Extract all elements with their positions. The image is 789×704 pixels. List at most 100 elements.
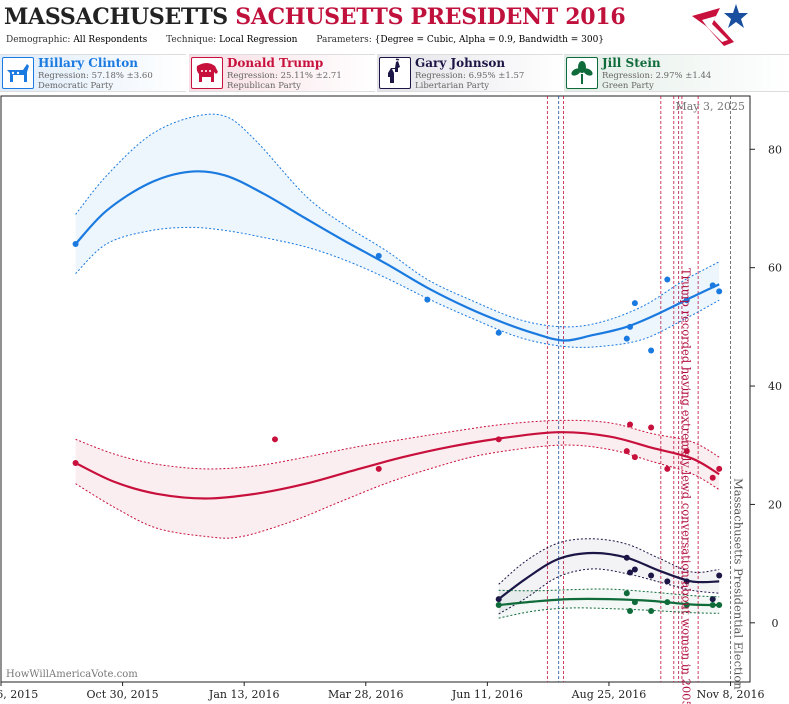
candidate-regression: Regression: 25.11% ±2.71	[227, 71, 342, 81]
poll-point	[375, 465, 382, 472]
page-title: MASSACHUSETTS SACHUSETTS PRESIDENT 2016	[4, 4, 626, 30]
poll-point	[631, 300, 638, 307]
upper-bound-line	[498, 538, 720, 585]
parameters: Parameters: {Degree = Cubic, Alpha = 0.9…	[316, 35, 604, 45]
candidate-card-stein[interactable]: Jill Stein Regression: 2.97% ±1.44 Green…	[564, 54, 789, 92]
upper-bound-line	[75, 419, 720, 470]
site-logo	[692, 4, 748, 46]
poll-point	[716, 465, 723, 472]
candidate-party: Libertarian Party	[415, 81, 490, 91]
poll-point	[648, 572, 655, 579]
demographic: Demographic: All Respondents	[6, 35, 147, 45]
poll-point	[716, 602, 723, 609]
lower-bound-line	[498, 607, 720, 619]
trend-line	[498, 597, 720, 607]
lower-bound-line	[498, 568, 720, 615]
candidate-card-johnson[interactable]: Gary Johnson Regression: 6.95% ±1.57 Lib…	[377, 54, 563, 92]
date-label: May 3, 2025	[675, 100, 745, 113]
poll-point	[683, 602, 690, 609]
candidate-party: Republican Party	[227, 81, 301, 91]
poll-point	[375, 252, 382, 259]
x-tick-label: Aug 16, 2015	[0, 688, 38, 701]
y-tick-label: 60	[768, 262, 782, 275]
poll-point	[495, 436, 502, 443]
x-tick-label: Jan 13, 2016	[208, 688, 280, 701]
upper-bound-line	[75, 113, 720, 328]
site-credit: HowWillAmericaVote.com	[6, 669, 138, 680]
poll-point	[716, 288, 723, 295]
technique-label: Technique:	[166, 35, 217, 45]
lower-bound-line	[75, 226, 720, 348]
poll-point	[683, 297, 690, 304]
confidence-band	[498, 588, 720, 619]
parameters-bar: Demographic: All Respondents Technique: …	[6, 35, 620, 45]
poll-point	[709, 596, 716, 603]
candidate-name: Jill Stein	[602, 56, 661, 70]
candidate-regression: Regression: 57.18% ±3.60	[38, 71, 153, 81]
confidence-band	[75, 114, 720, 348]
x-tick-label: Jun 11, 2016	[451, 688, 523, 701]
poll-point	[271, 436, 278, 443]
poll-point	[627, 607, 634, 614]
poll-point	[631, 599, 638, 606]
poll-point	[495, 602, 502, 609]
poll-point	[648, 347, 655, 354]
elephant-icon	[191, 57, 223, 89]
x-tick-label: Mar 28, 2016	[328, 688, 404, 701]
poll-point	[709, 602, 716, 609]
poll-point	[72, 459, 79, 466]
poll-point	[72, 240, 79, 247]
candidate-legend: Hillary Clinton Regression: 57.18% ±3.60…	[0, 54, 789, 92]
poll-point	[627, 569, 634, 576]
annotation-label: Massachusetts Presidential Election	[732, 478, 746, 690]
x-tick-label: Nov 8, 2016	[697, 688, 765, 701]
annotation-label: Trump recorded having extremely lewd con…	[680, 268, 694, 704]
poll-point	[709, 282, 716, 289]
title-race: SACHUSETTS PRESIDENT 2016	[235, 4, 626, 30]
confidence-band	[498, 538, 720, 614]
candidate-name: Gary Johnson	[415, 56, 506, 70]
donkey-icon	[2, 57, 34, 89]
candidate-regression: Regression: 2.97% ±1.44	[602, 71, 712, 81]
poll-point	[495, 596, 502, 603]
poll-point	[664, 599, 671, 606]
title-state: MASSACHUSETTS	[4, 4, 228, 30]
candidate-party: Democratic Party	[38, 81, 114, 91]
candidate-card-trump[interactable]: Donald Trump Regression: 25.11% ±2.71 Re…	[189, 54, 375, 92]
x-tick-label: Oct 30, 2015	[87, 688, 159, 701]
y-tick-label: 40	[768, 380, 782, 393]
candidate-card-clinton[interactable]: Hillary Clinton Regression: 57.18% ±3.60…	[0, 54, 186, 92]
demographic-label: Demographic:	[6, 35, 71, 45]
y-tick-label: 20	[768, 498, 782, 511]
parameters-label: Parameters:	[316, 35, 372, 45]
technique: Technique: Local Regression	[166, 35, 297, 45]
poll-point	[631, 454, 638, 461]
trend-line	[74, 170, 720, 342]
technique-value: Local Regression	[219, 35, 298, 45]
y-tick-label: 0	[772, 617, 779, 630]
candidate-name: Hillary Clinton	[38, 56, 138, 70]
poll-point	[627, 421, 634, 428]
demographic-value: All Respondents	[73, 35, 148, 45]
leaf-icon	[566, 57, 598, 89]
candidate-regression: Regression: 6.95% ±1.57	[415, 71, 525, 81]
plot-frame	[0, 95, 751, 683]
poll-point	[495, 329, 502, 336]
x-tick-label: Aug 25, 2016	[571, 688, 647, 701]
poll-point	[683, 448, 690, 455]
poll-point	[631, 566, 638, 573]
candidate-party: Green Party	[602, 81, 654, 91]
poll-point	[623, 335, 630, 342]
poll-point	[627, 323, 634, 330]
poll-point	[623, 590, 630, 597]
poll-point	[664, 276, 671, 283]
y-tick-label: 80	[768, 143, 782, 156]
poll-point	[716, 572, 723, 579]
candidate-name: Donald Trump	[227, 56, 324, 70]
trend-line	[75, 431, 720, 500]
poll-point	[623, 448, 630, 455]
upper-bound-line	[498, 588, 720, 598]
poll-point	[648, 607, 655, 614]
poll-point	[683, 578, 690, 585]
